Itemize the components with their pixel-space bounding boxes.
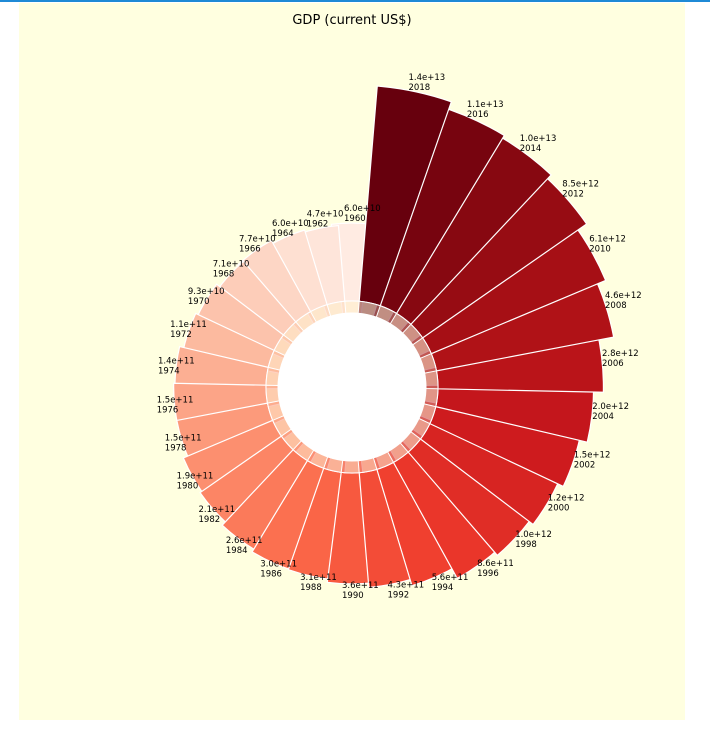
bar-label-2010: 6.1e+12 2010 [589,234,626,254]
value-label: 6.1e+12 [589,234,626,244]
bar-label-1964: 6.0e+10 1964 [272,219,309,239]
bar-label-2000: 1.2e+12 2000 [548,494,585,514]
bar-label-1980: 1.9e+11 1980 [177,472,214,492]
value-label: 2.1e+11 [199,505,236,515]
year-label: 1994 [432,583,454,593]
value-label: 3.1e+11 [300,573,337,583]
year-label: 1986 [260,569,282,579]
year-label: 1980 [177,482,199,492]
bar-label-2008: 4.6e+12 2008 [605,291,642,311]
value-label: 1.5e+11 [165,434,202,444]
value-label: 1.2e+12 [548,494,585,504]
value-label: 9.3e+10 [188,287,225,297]
value-label: 1.0e+12 [515,530,552,540]
chart-title: GDP (current US$) [292,13,411,28]
bar-label-1972: 1.1e+11 1972 [170,320,207,340]
year-label: 1962 [307,220,329,230]
year-label: 1984 [226,546,248,556]
bar-label-1976: 1.5e+11 1976 [157,396,194,416]
year-label: 2018 [409,83,431,93]
year-label: 2016 [467,110,489,120]
value-label: 6.0e+10 [344,204,381,214]
value-label: 8.5e+12 [562,180,599,190]
bar-label-1996: 8.6e+11 1996 [477,559,514,579]
value-label: 1.1e+11 [170,320,207,330]
value-label: 2.8e+12 [602,349,639,359]
year-label: 1976 [157,406,179,416]
value-label: 1.4e+11 [158,357,195,367]
year-label: 1996 [477,569,499,579]
value-label: 1.5e+12 [574,451,611,461]
year-label: 2010 [589,244,611,254]
bar-label-1998: 1.0e+12 1998 [515,530,552,550]
year-label: 1970 [188,297,210,307]
bar-label-1986: 3.0e+11 1986 [260,559,297,579]
bar-label-1984: 2.6e+11 1984 [226,536,263,556]
year-label: 1972 [170,330,192,340]
bar-label-2014: 1.0e+13 2014 [520,134,557,154]
bar-label-1992: 4.3e+11 1992 [388,581,425,601]
year-label: 2014 [520,144,542,154]
year-label: 2004 [592,412,614,422]
value-label: 6.0e+10 [272,219,309,229]
year-label: 1982 [199,515,221,525]
year-label: 2012 [562,190,584,200]
bar-label-1974: 1.4e+11 1974 [158,357,195,377]
value-label: 2.6e+11 [226,536,263,546]
year-label: 2006 [602,359,624,369]
year-label: 2000 [548,504,570,514]
year-label: 1978 [165,444,187,454]
bar-label-1960: 6.0e+10 1960 [344,204,381,224]
value-label: 1.0e+13 [520,134,557,144]
bar-label-1988: 3.1e+11 1988 [300,573,337,593]
bar-label-1966: 7.7e+10 1966 [239,234,276,254]
year-label: 1964 [272,229,294,239]
year-label: 2002 [574,461,596,471]
bar-label-1970: 9.3e+10 1970 [188,287,225,307]
value-label: 4.3e+11 [388,581,425,591]
value-label: 3.6e+11 [342,581,379,591]
value-label: 5.6e+11 [432,573,469,583]
value-label: 4.6e+12 [605,291,642,301]
bar-label-2002: 1.5e+12 2002 [574,451,611,471]
bar-label-1982: 2.1e+11 1982 [199,505,236,525]
window-top-border [0,0,710,2]
value-label: 7.7e+10 [239,234,276,244]
bar-label-1990: 3.6e+11 1990 [342,581,379,601]
bars-group [173,85,615,589]
bar-label-1962: 4.7e+10 1962 [307,210,344,230]
value-label: 7.1e+10 [213,260,250,270]
year-label: 1990 [342,591,364,601]
value-label: 2.0e+12 [592,402,629,412]
value-label: 1.9e+11 [177,472,214,482]
bar-label-2018: 1.4e+13 2018 [409,73,446,93]
value-label: 1.1e+13 [467,100,504,110]
value-label: 8.6e+11 [477,559,514,569]
bar-label-2016: 1.1e+13 2016 [467,100,504,120]
year-label: 2008 [605,301,627,311]
year-label: 1988 [300,583,322,593]
bar-label-2006: 2.8e+12 2006 [602,349,639,369]
value-label: 4.7e+10 [307,210,344,220]
year-label: 1968 [213,270,235,280]
center-hole [278,313,426,461]
year-label: 1966 [239,244,261,254]
year-label: 1974 [158,367,180,377]
bar-label-1978: 1.5e+11 1978 [165,434,202,454]
bar-label-1994: 5.6e+11 1994 [432,573,469,593]
year-label: 1998 [515,540,537,550]
value-label: 3.0e+11 [260,559,297,569]
bar-label-2012: 8.5e+12 2012 [562,180,599,200]
year-label: 1960 [344,214,366,224]
value-label: 1.5e+11 [157,396,194,406]
year-label: 1992 [388,591,410,601]
value-label: 1.4e+13 [409,73,446,83]
bar-label-2004: 2.0e+12 2004 [592,402,629,422]
bar-label-1968: 7.1e+10 1968 [213,260,250,280]
